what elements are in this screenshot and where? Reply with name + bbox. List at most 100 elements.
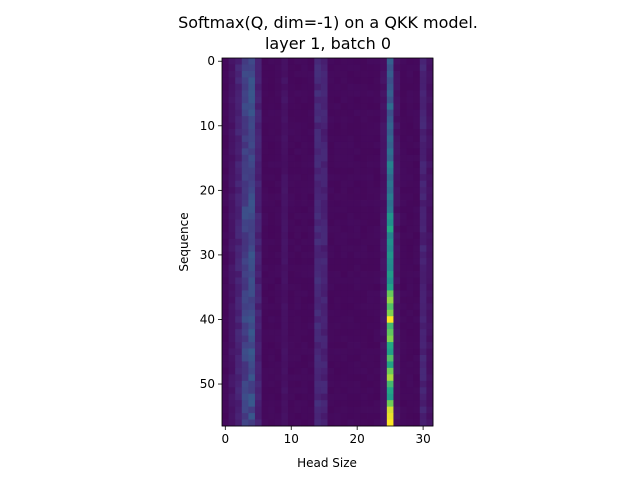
heatmap-cell [268,258,276,265]
heatmap-cell [400,225,408,233]
heatmap-cell [274,116,282,123]
heatmap-cell [347,322,355,330]
heatmap-cell [386,329,394,337]
heatmap-cell [320,393,328,401]
heatmap-cell [314,309,322,317]
heatmap-cell [228,200,236,207]
heatmap-cell [241,303,249,311]
heatmap-cell [426,103,434,111]
heatmap-cell [287,406,295,414]
heatmap-cell [406,342,414,349]
heatmap-cell [241,406,249,414]
heatmap-cell [287,219,295,227]
heatmap-cell [287,90,295,98]
heatmap-cell [307,277,315,285]
heatmap-cell [419,154,427,162]
heatmap-cell [235,212,243,220]
heatmap-cell [268,361,276,369]
heatmap-cell [360,258,368,265]
heatmap-cell [373,200,381,207]
heatmap-cell [248,277,256,285]
heatmap-cell [347,167,355,175]
heatmap-cell [287,148,295,156]
heatmap-cell [406,148,414,156]
heatmap-cell [347,187,355,194]
heatmap-cell [373,96,381,104]
heatmap-cell [353,271,361,278]
heatmap-cell [373,400,381,408]
heatmap-cell [393,225,401,233]
heatmap-cell [347,154,355,162]
heatmap-cell [294,187,302,194]
heatmap-cell [406,193,414,201]
heatmap-cell [347,141,355,149]
y-tick-label: 0 [207,54,215,68]
heatmap-cell [380,193,388,201]
heatmap-cell [400,64,408,72]
heatmap-cell [406,393,414,401]
heatmap-cell [268,290,276,298]
heatmap-cell [294,64,302,72]
heatmap-cell [419,148,427,156]
heatmap-cell [307,400,315,408]
heatmap-cell [261,393,269,401]
heatmap-cell [327,206,335,214]
heatmap-cell [373,419,381,427]
heatmap-cell [393,400,401,408]
heatmap-cell [353,180,361,188]
heatmap-cell [307,348,315,356]
heatmap-cell [301,342,309,349]
heatmap-cell [360,367,368,375]
heatmap-cell [248,96,256,104]
heatmap-cell [367,70,375,78]
heatmap-cell [367,361,375,369]
heatmap-cell [274,316,282,324]
heatmap-cell [241,290,249,298]
heatmap-cell [426,180,434,188]
heatmap-cell [281,251,289,259]
heatmap-cell [413,303,421,311]
heatmap-cell [426,251,434,259]
heatmap-cell [314,361,322,369]
heatmap-cell [274,413,282,420]
heatmap-cell [353,212,361,220]
heatmap-cell [393,419,401,427]
heatmap-cell [320,400,328,408]
heatmap-cell [301,148,309,156]
heatmap-cell [261,419,269,427]
heatmap-cell [386,303,394,311]
heatmap-cell [248,187,256,194]
heatmap-cell [426,367,434,375]
heatmap-cell [406,309,414,317]
heatmap-cell [413,361,421,369]
heatmap-cell [353,167,361,175]
heatmap-cell [367,354,375,362]
heatmap-cell [301,322,309,330]
heatmap-cell [228,141,236,149]
heatmap-cell [320,309,328,317]
heatmap-cell [222,154,229,162]
heatmap-cell [360,380,368,388]
heatmap-cell [314,193,322,201]
heatmap-cell [386,219,394,227]
heatmap-cell [307,303,315,311]
heatmap-cell [254,232,262,240]
heatmap-cell [294,225,302,233]
heatmap-cell [254,148,262,156]
heatmap-cell [340,64,348,72]
heatmap-cell [320,90,328,98]
heatmap-cell [400,348,408,356]
heatmap-cell [261,187,269,194]
heatmap-cell [360,154,368,162]
heatmap-cell [274,64,282,72]
heatmap-cell [386,161,394,169]
heatmap-cell [380,354,388,362]
heatmap-cell [419,103,427,111]
heatmap-cell [281,103,289,111]
heatmap-cell [268,380,276,388]
heatmap-cell [241,393,249,401]
heatmap-cell [360,245,368,253]
heatmap-cell [294,90,302,98]
heatmap-cell [367,283,375,291]
heatmap-cell [353,367,361,375]
